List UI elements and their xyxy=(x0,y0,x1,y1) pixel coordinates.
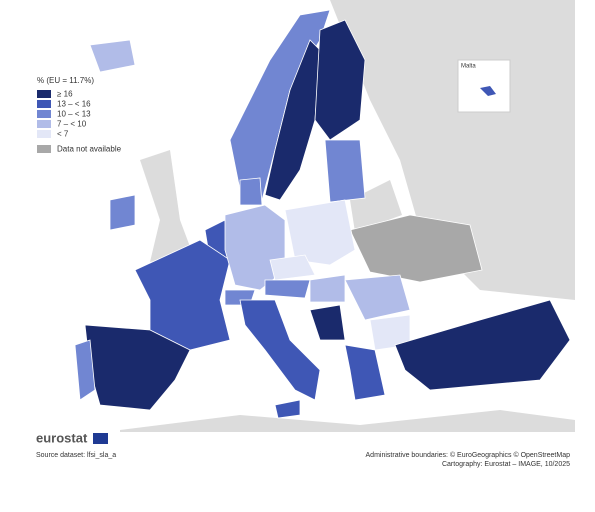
legend-swatch xyxy=(37,120,51,128)
legend-swatch xyxy=(37,100,51,108)
legend-label: < 7 xyxy=(57,130,69,139)
legend-label: Data not available xyxy=(57,145,122,154)
credits: Administrative boundaries: © EuroGeograp… xyxy=(366,451,571,459)
legend-label: ≥ 16 xyxy=(57,90,73,99)
legend-swatch xyxy=(37,145,51,153)
inset-label: Malta xyxy=(461,64,476,70)
credits: Cartography: Eurostat – IMAGE, 10/2025 xyxy=(442,461,570,468)
legend-label: 7 – < 10 xyxy=(57,120,87,129)
legend-swatch xyxy=(37,90,51,98)
legend-label: 10 – < 13 xyxy=(57,110,91,119)
legend-swatch xyxy=(37,110,51,118)
source: Source dataset: lfsi_sla_a xyxy=(36,452,116,459)
legend-swatch xyxy=(37,130,51,138)
eu-flag xyxy=(93,433,108,444)
legend-title: % (EU = 11.7%) xyxy=(37,76,94,85)
legend-label: 13 – < 16 xyxy=(57,100,91,109)
logo: eurostat xyxy=(36,430,88,445)
basemap xyxy=(74,0,575,432)
